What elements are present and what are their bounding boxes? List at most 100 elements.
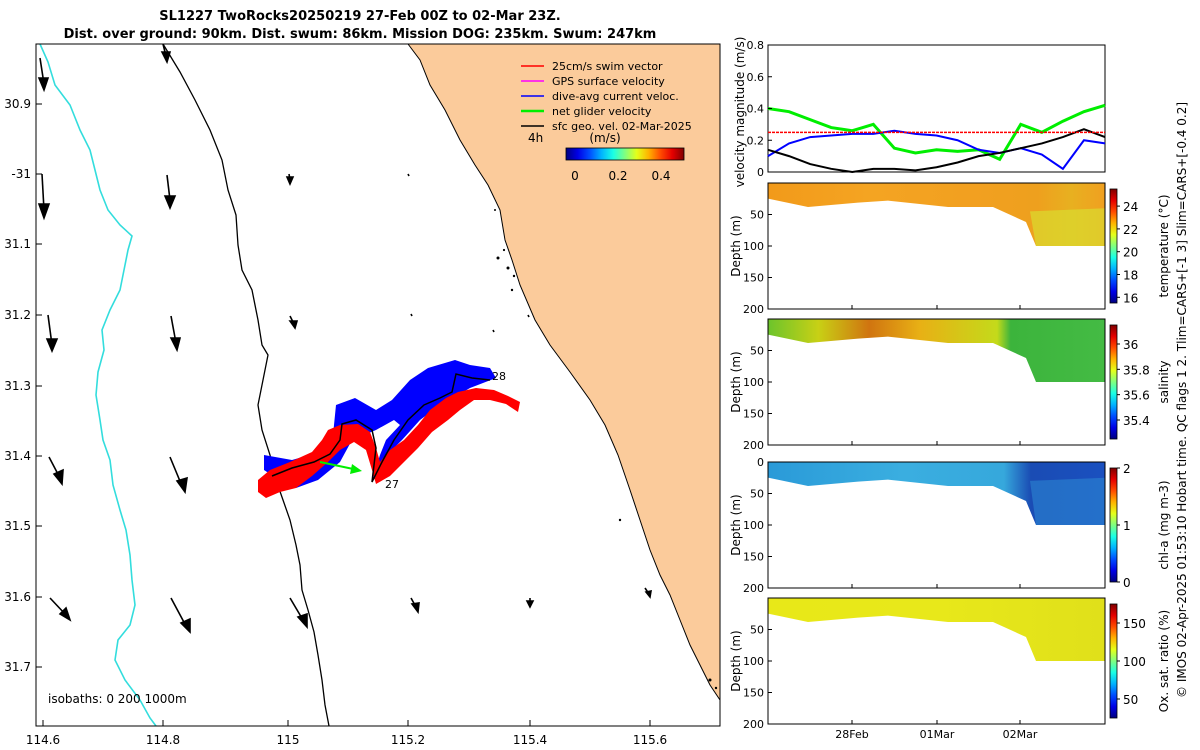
map-frame	[35, 43, 721, 727]
salinity-colorbar-tick-label: 35.4	[1123, 414, 1150, 428]
isobath-1000m	[162, 43, 330, 727]
temperature-colorbar-tick-label: 18	[1123, 269, 1138, 283]
temperature-y-tick-label: 50	[750, 209, 764, 222]
salinity-ylabel: Depth (m)	[729, 351, 743, 412]
chlorophyll-panel: 0 50 100 150 200 Depth (m) 0 1 2 chl-a (mg m-3)	[729, 456, 1171, 595]
map-y-tick-label: 31.1	[4, 237, 31, 251]
isobath-legend: isobaths: 0 200 1000m	[48, 692, 187, 706]
velocity-y-tick-label: 0.4	[747, 103, 765, 116]
footer-credit: © IMOS 02-Apr-2025 01:53:10 Hobart time.…	[1175, 102, 1189, 698]
oxygen-colorbar-tick-label: 50	[1123, 693, 1138, 707]
salinity-y-tick-label: 50	[750, 345, 764, 358]
salinity-y-tick-label: 100	[743, 376, 764, 389]
salinity-y-tick-label: 150	[743, 408, 764, 421]
map-panel: 27 28 25cm/	[4, 43, 721, 747]
isobath-200m	[39, 43, 157, 727]
geo-velocity-arrows	[37, 43, 652, 634]
velocity-y-tick-label: 0.2	[747, 134, 765, 147]
swim-vectors-area	[258, 388, 520, 498]
salinity-y-tick-label: 200	[743, 439, 764, 452]
legend-colorbar-label: (m/s)	[589, 131, 620, 145]
temperature-deep-overlay	[1030, 208, 1105, 246]
legend-colorbar	[565, 147, 685, 161]
salinity-colorbar-label: salinity	[1157, 360, 1171, 403]
legend-colorbar-tick-1: 0.2	[608, 169, 627, 183]
chlorophyll-colorbar-tick-label: 0	[1123, 576, 1131, 590]
velocity-y-tick-label: 0	[757, 166, 764, 179]
salinity-colorbar-tick-label: 36	[1123, 338, 1138, 352]
oxygen-colorbar-label: Ox. sat. ratio (%)	[1157, 610, 1171, 712]
legend-colorbar-tick-2: 0.4	[651, 169, 670, 183]
temperature-panel: 50 100 150 200 Depth (m) 16 18 20 22 24 temperatur…	[729, 182, 1171, 316]
temperature-colorbar	[1109, 188, 1118, 304]
chlorophyll-y-tick-label: 0	[757, 456, 764, 469]
legend: 25cm/s swim vector GPS surface velocity …	[521, 60, 692, 183]
velocity-series-line	[767, 129, 1106, 171]
net-track-line	[271, 373, 491, 483]
salinity-data-field	[768, 319, 1105, 382]
salinity-colorbar	[1109, 324, 1118, 440]
map-y-ticks: 30.9 -31 31.1 31.2 31.3 31.4 31.5 31.6 31.7	[4, 97, 42, 674]
map-x-ticks: 114.6 114.8 115 115.2 115.4 115.6	[26, 720, 667, 747]
temperature-colorbar-tick-label: 24	[1123, 200, 1138, 214]
temperature-colorbar-tick-label: 22	[1123, 223, 1138, 237]
chlorophyll-y-tick-label: 50	[750, 488, 764, 501]
map-y-tick-label: 31.3	[4, 379, 31, 393]
net-velocity-arrowhead	[350, 464, 362, 474]
temperature-colorbar-label: temperature (°C)	[1157, 195, 1171, 298]
legend-time-label: 4h	[528, 131, 543, 145]
oxygen-colorbar-tick-label: 100	[1123, 655, 1146, 669]
legend-label-gps: GPS surface velocity	[552, 75, 665, 88]
map-y-tick-label: 31.5	[4, 519, 31, 533]
chlorophyll-ylabel: Depth (m)	[729, 494, 743, 555]
temperature-y-tick-label: 100	[743, 240, 764, 253]
map-y-tick-label: 31.6	[4, 590, 31, 604]
section-x-tick-label: 02Mar	[1003, 728, 1038, 741]
chlorophyll-colorbar	[1109, 467, 1118, 583]
chlorophyll-colorbar-label: chl-a (mg m-3)	[1157, 480, 1171, 569]
oxygen-ylabel: Depth (m)	[729, 630, 743, 691]
title-line-1: SL1227 TwoRocks20250219 27-Feb 00Z to 02…	[159, 9, 561, 24]
day-label-28: 28	[492, 370, 506, 383]
salinity-colorbar-tick-label: 35.6	[1123, 389, 1150, 403]
map-y-tick-label: 31.4	[4, 449, 31, 463]
oxygen-section: 50 100 150 200 Depth (m) 50 100 150 Ox. sat. rat…	[729, 597, 1171, 741]
temperature-colorbar-tick-label: 20	[1123, 246, 1138, 260]
temperature-ylabel: Depth (m)	[729, 215, 743, 276]
map-x-tick-label: 115	[277, 733, 300, 747]
oxygen-y-tick-label: 200	[743, 718, 764, 731]
land-mass	[408, 44, 720, 700]
oxygen-y-tick-label: 50	[750, 624, 764, 637]
chlorophyll-y-tick-label: 100	[743, 519, 764, 532]
section-x-tick-label: 01Mar	[920, 728, 955, 741]
salinity-colorbar-tick-label: 35.8	[1123, 363, 1150, 377]
section-x-tick-label: 28Feb	[835, 728, 868, 741]
title-line-2: Dist. over ground: 90km. Dist. swum: 86k…	[63, 27, 657, 42]
temperature-y-tick-label: 200	[743, 303, 764, 316]
map-y-tick-label: 31.7	[4, 660, 31, 674]
map-y-tick-label: 31.2	[4, 308, 31, 322]
velocity-y-tick-label: 0.8	[747, 39, 765, 52]
oxygen-colorbar-tick-label: 150	[1123, 617, 1146, 631]
legend-label-geo: sfc geo. vel. 02-Mar-2025	[552, 120, 692, 133]
velocity-series-group	[767, 103, 1106, 174]
oxygen-y-tick-label: 100	[743, 655, 764, 668]
day-label-27: 27	[385, 478, 399, 491]
map-x-tick-label: 114.6	[26, 733, 60, 747]
legend-colorbar-tick-0: 0	[571, 169, 579, 183]
velocity-ylabel: velocity magnitude (m/s)	[733, 37, 747, 188]
temperature-colorbar-tick-label: 16	[1123, 291, 1138, 305]
map-x-tick-label: 115.2	[391, 733, 425, 747]
map-x-tick-label: 114.8	[146, 733, 180, 747]
legend-label-current: dive-avg current veloc.	[552, 90, 679, 103]
chlorophyll-data-field	[768, 462, 1105, 525]
velocity-y-ticks: 0 0.2 0.4 0.6 0.8	[747, 39, 772, 179]
salinity-section: 50 100 150 200 Depth (m) 35.4 35.6 35.8 36 salini…	[729, 318, 1171, 452]
velocity-y-tick-label: 0.6	[747, 71, 765, 84]
map-x-tick-label: 115.6	[633, 733, 667, 747]
salinity-panel: 50 100 150 200 Depth (m) 35.4 35.6 35.8 36 salini…	[729, 318, 1171, 452]
oxygen-panel: 50 100 150 200 Depth (m) 50 100 150 Ox. sat. rat…	[729, 597, 1171, 741]
islands	[494, 209, 718, 690]
chlorophyll-deep-overlay	[1030, 477, 1105, 525]
